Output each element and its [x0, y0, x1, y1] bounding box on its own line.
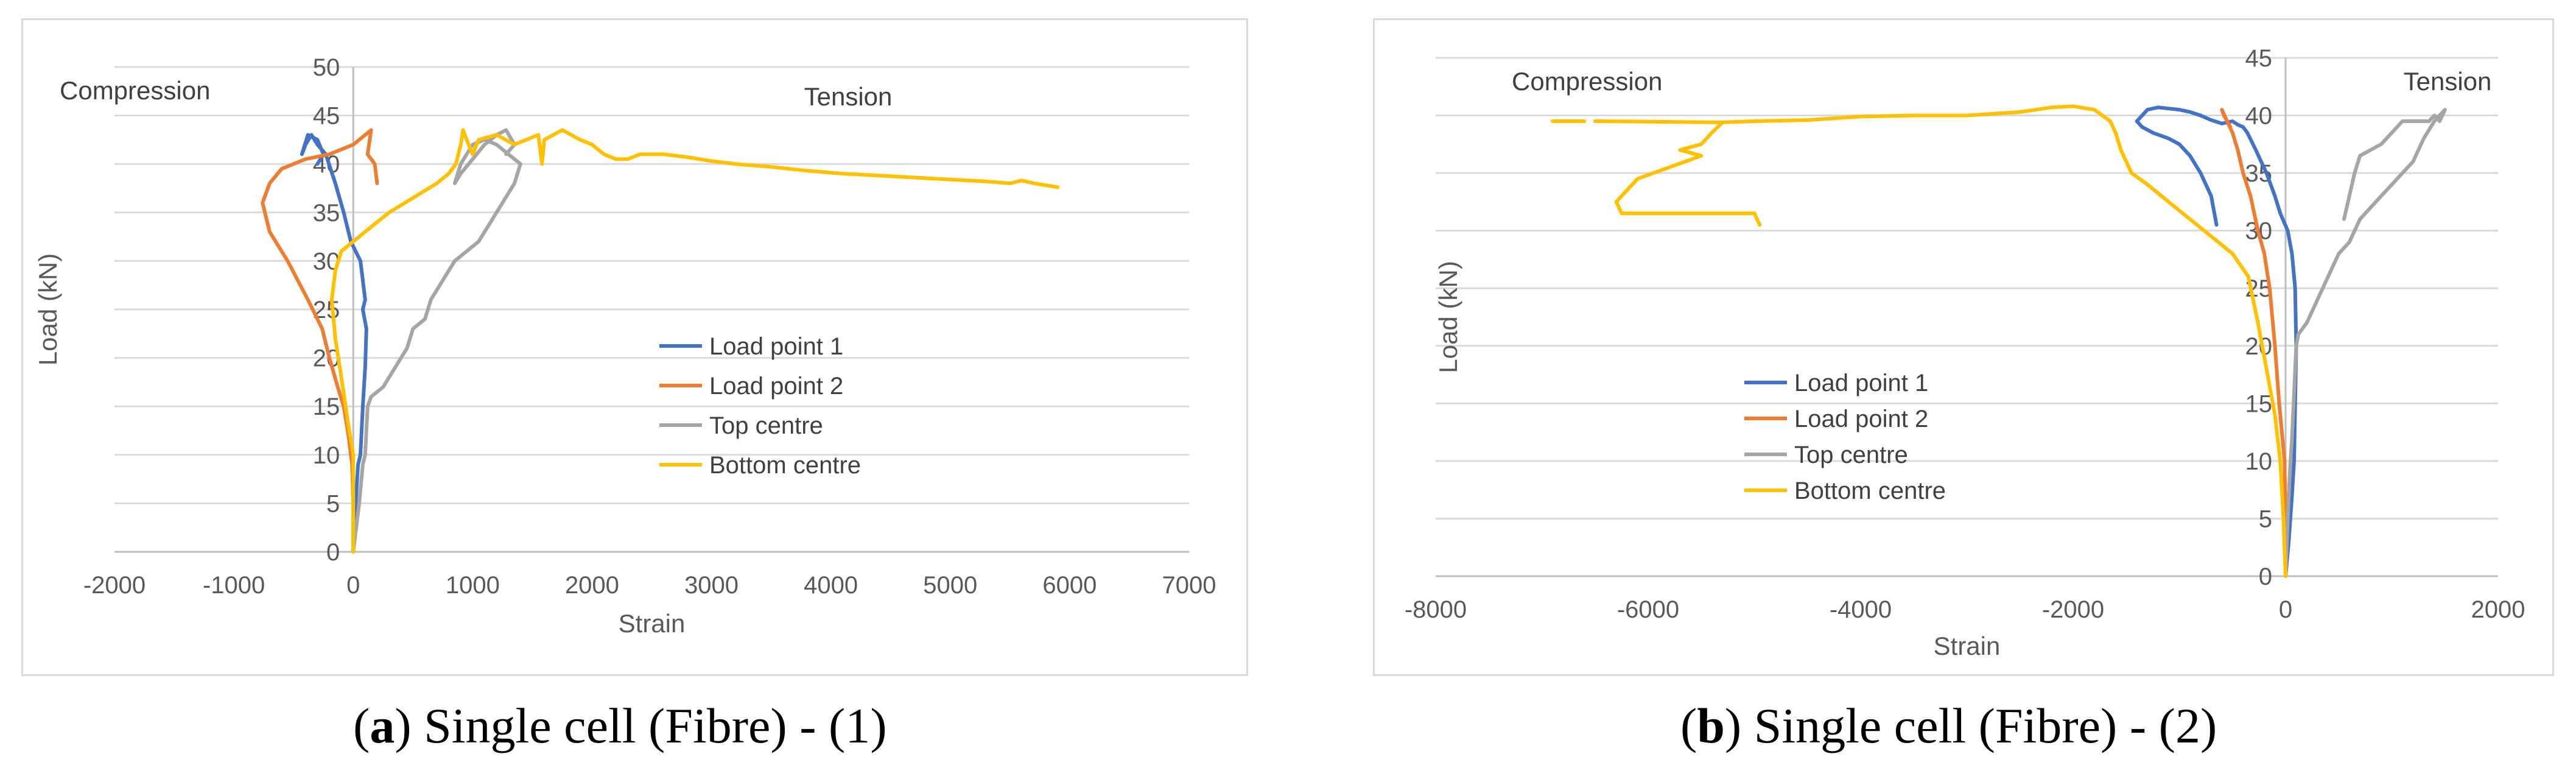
y-tick-label: 15 — [2245, 390, 2273, 417]
series-line — [300, 133, 368, 554]
series-line — [351, 128, 522, 554]
caption-b-letter: b — [1697, 698, 1725, 753]
caption-b: (b) Single cell (Fibre) - (2) — [1680, 697, 2217, 755]
legend-label: Bottom centre — [1794, 478, 1946, 504]
legend-label: Top centre — [709, 412, 823, 439]
caption-a-open: ( — [353, 698, 370, 753]
x-axis-title: Strain — [619, 609, 686, 638]
x-tick-label: 0 — [2279, 596, 2292, 623]
x-tick-label: 5000 — [923, 572, 977, 599]
x-tick-label: -6000 — [1617, 596, 1679, 623]
annotation-label: Compression — [1512, 67, 1662, 96]
y-tick-label: 35 — [313, 200, 340, 227]
legend-label: Load point 1 — [1794, 370, 1928, 397]
y-tick-label: 15 — [313, 393, 340, 420]
x-tick-label: 3000 — [684, 572, 739, 599]
caption-a-text: ) Single cell (Fibre) - (1) — [395, 698, 887, 753]
y-tick-label: 0 — [326, 539, 340, 566]
x-tick-label: -4000 — [1830, 596, 1892, 623]
series-line — [1593, 119, 1725, 124]
y-tick-label: 45 — [313, 103, 340, 130]
legend-label: Load point 2 — [709, 373, 843, 400]
legend-label: Top centre — [1794, 442, 1908, 468]
y-tick-label: 20 — [2245, 333, 2273, 360]
x-axis-title: Strain — [1934, 632, 2001, 660]
series-line — [329, 128, 1060, 554]
y-tick-label: 0 — [2259, 563, 2272, 590]
chart-panel-a: 0 5 10 15 20 25 30 35 40 45 50 -2000 -1000 0 1000 2000 3… — [21, 18, 1248, 676]
x-tick-label: -2000 — [83, 572, 146, 599]
caption-b-open: ( — [1680, 698, 1697, 753]
series-line — [2220, 108, 2287, 578]
y-tick-label: 5 — [2259, 506, 2272, 532]
annotation-label: Compression — [60, 76, 210, 105]
y-axis-title: Load (kN) — [1434, 261, 1462, 373]
x-tick-label: 2000 — [565, 572, 619, 599]
annotation-label: Tension — [804, 82, 893, 111]
x-tick-label: -1000 — [203, 572, 265, 599]
series-line — [1614, 104, 2287, 578]
y-tick-label: 5 — [326, 490, 340, 517]
y-tick-label: 45 — [2245, 45, 2273, 72]
x-tick-label: 1000 — [446, 572, 500, 599]
chart-panel-b: 0 5 10 15 20 25 30 35 40 45 -8000 -6000 -4000 -2000 0 2… — [1373, 18, 2554, 676]
legend-label: Load point 2 — [1794, 406, 1928, 432]
legend-label: Load point 1 — [709, 333, 843, 360]
y-axis-title: Load (kN) — [33, 253, 62, 365]
caption-b-text: ) Single cell (Fibre) - (2) — [1724, 698, 2217, 753]
caption-a-letter: a — [370, 698, 395, 753]
annotation-label: Tension — [2404, 67, 2492, 96]
x-tick-label: 0 — [346, 572, 360, 599]
y-tick-label: 10 — [2245, 448, 2273, 475]
x-tick-label: -8000 — [1405, 596, 1467, 623]
legend-label: Bottom centre — [709, 452, 861, 479]
y-tick-label: 10 — [313, 442, 340, 469]
series-line — [2135, 105, 2298, 578]
y-tick-label: 40 — [2245, 103, 2273, 130]
x-tick-label: 7000 — [1162, 572, 1216, 599]
y-tick-label: 50 — [313, 54, 340, 81]
caption-a: (a) Single cell (Fibre) - (1) — [353, 697, 887, 755]
x-tick-label: 2000 — [2471, 596, 2525, 623]
x-tick-label: 4000 — [804, 572, 858, 599]
series-line — [2284, 108, 2447, 578]
x-tick-label: 6000 — [1042, 572, 1097, 599]
x-tick-label: -2000 — [2042, 596, 2104, 623]
